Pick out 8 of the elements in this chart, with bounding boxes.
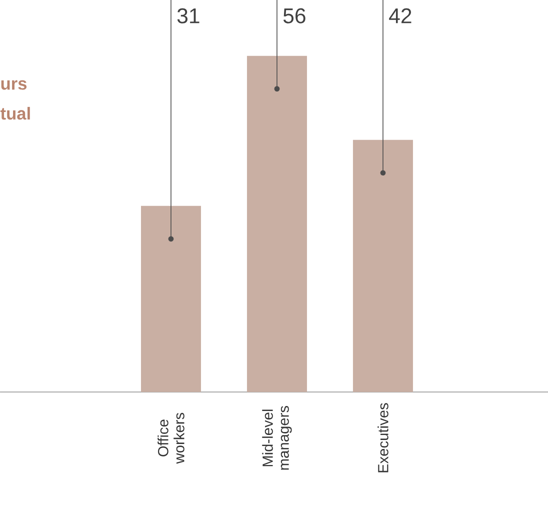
x-tick-label: Office workers (158, 412, 184, 464)
text: urs (1, 80, 27, 90)
text: tual (0, 106, 30, 120)
x-tick-label: Mid-level managers (262, 406, 292, 470)
x-tick-label: Executives (378, 403, 388, 472)
data-label: 31 (177, 8, 200, 24)
data-label: 56 (283, 8, 306, 24)
data-label: 42 (389, 8, 412, 24)
